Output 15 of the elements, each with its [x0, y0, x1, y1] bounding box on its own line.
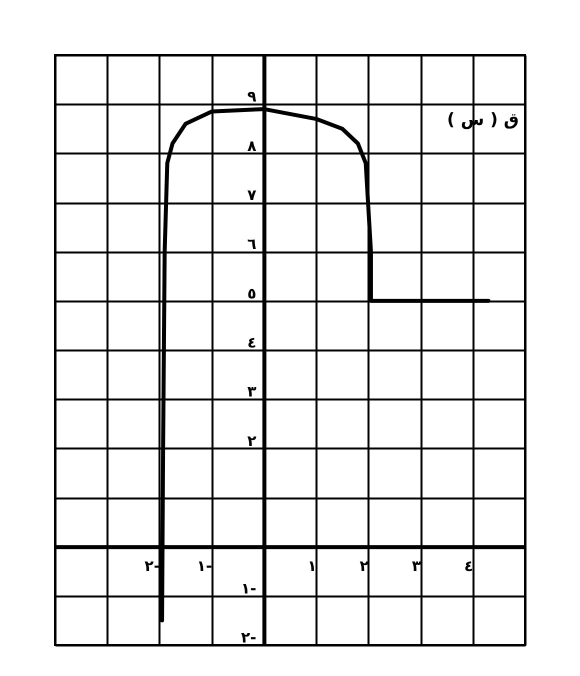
- y-tick-label: ٥: [247, 284, 256, 302]
- y-tick-label: ٢-: [241, 628, 256, 646]
- x-tick-label: ١-: [196, 557, 212, 576]
- y-tick-label: ١-: [241, 579, 256, 598]
- x-tick-label: ٣: [412, 557, 422, 576]
- x-tick-label: ١: [307, 557, 317, 576]
- y-tick-label: ٩: [247, 88, 256, 106]
- y-tick-label: ٢: [247, 432, 256, 450]
- y-tick-label: ٨: [247, 136, 256, 155]
- x-tick-label: ٢-: [144, 557, 160, 576]
- y-tick-label: ٧: [247, 186, 256, 204]
- y-tick-label: ٣: [247, 382, 256, 401]
- y-tick-label: ٤: [247, 334, 256, 352]
- y-tick-label: ٦: [247, 235, 256, 254]
- x-tick-label: ٤: [464, 557, 474, 576]
